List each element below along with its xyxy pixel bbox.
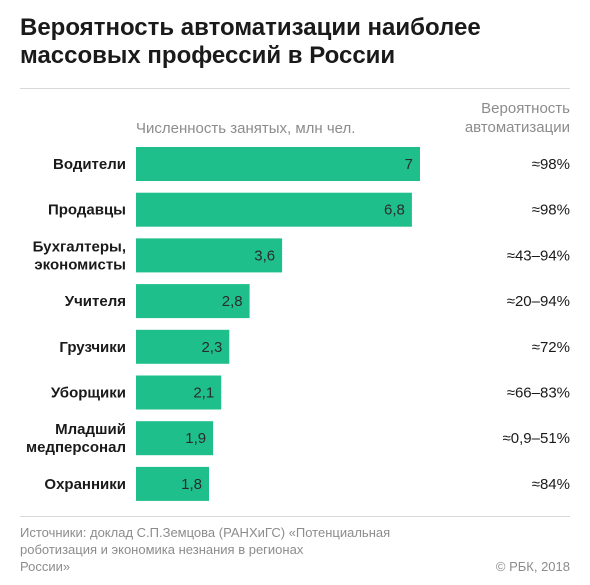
category-label: Грузчики bbox=[59, 339, 126, 356]
category-label: Охранники bbox=[44, 476, 126, 493]
category-label: Продавцы bbox=[48, 202, 126, 219]
bar-value-label: 6,8 bbox=[384, 202, 405, 219]
bar bbox=[136, 466, 209, 501]
automation-probability-label: ≈43–94% bbox=[507, 247, 570, 264]
category-label: Водители bbox=[53, 156, 126, 173]
employed-column-header: Численность занятых, млн чел. bbox=[136, 120, 356, 137]
bar-chart: 7 Водители ≈98% 6,8 Продавцы ≈98% 3,6 Бухгалтер… bbox=[26, 147, 570, 501]
source-line-3: России» bbox=[20, 559, 71, 574]
bar bbox=[136, 238, 283, 273]
source-note: Источники: доклад С.П.Земцова (РАНХиГС) … bbox=[20, 524, 440, 575]
automation-probability-label: ≈98% bbox=[532, 202, 570, 219]
source-line-1: Источники: доклад С.П.Земцова (РАНХиГС) … bbox=[20, 525, 391, 540]
source-line-2: роботизация и экономика незнания в регио… bbox=[20, 542, 304, 557]
category-label: Младший bbox=[55, 421, 126, 438]
automation-probability-label: ≈72% bbox=[532, 339, 570, 356]
category-label: Бухгалтеры, bbox=[33, 238, 126, 255]
probability-column-header: Вероятность автоматизации bbox=[465, 99, 570, 137]
bar bbox=[136, 375, 222, 410]
automation-probability-label: ≈98% bbox=[532, 156, 570, 173]
category-label: экономисты bbox=[34, 256, 126, 273]
bar-value-label: 1,9 bbox=[185, 430, 206, 447]
bar bbox=[136, 147, 420, 181]
probability-header-line-1: Вероятность bbox=[481, 100, 570, 117]
probability-header-line-2: автоматизации bbox=[464, 119, 570, 136]
bar-value-label: 3,6 bbox=[254, 247, 275, 264]
category-label: Учителя bbox=[65, 293, 126, 310]
bar bbox=[136, 284, 250, 319]
bottom-divider bbox=[20, 516, 570, 517]
chart-title: Вероятность автоматизации наиболее массо… bbox=[20, 14, 540, 70]
top-divider bbox=[20, 88, 570, 89]
automation-probability-label: ≈20–94% bbox=[507, 293, 570, 310]
bar-value-label: 2,3 bbox=[201, 339, 222, 356]
automation-probability-label: ≈0,9–51% bbox=[503, 430, 570, 447]
bar bbox=[136, 421, 214, 456]
category-label: медперсонал bbox=[26, 439, 126, 456]
bar-value-label: 7 bbox=[405, 156, 413, 173]
chart-title-line-2: массовых профессий в России bbox=[20, 42, 396, 69]
chart-title-line-1: Вероятность автоматизации наиболее bbox=[20, 14, 481, 41]
bar-value-label: 2,8 bbox=[222, 293, 243, 310]
bar bbox=[136, 329, 230, 364]
bar bbox=[136, 192, 412, 227]
copyright: © РБК, 2018 bbox=[495, 559, 570, 574]
category-label: Уборщики bbox=[51, 385, 126, 402]
automation-probability-label: ≈84% bbox=[532, 476, 570, 493]
bar-value-label: 1,8 bbox=[181, 476, 202, 493]
bar-value-label: 2,1 bbox=[193, 385, 214, 402]
automation-probability-label: ≈66–83% bbox=[507, 385, 570, 402]
